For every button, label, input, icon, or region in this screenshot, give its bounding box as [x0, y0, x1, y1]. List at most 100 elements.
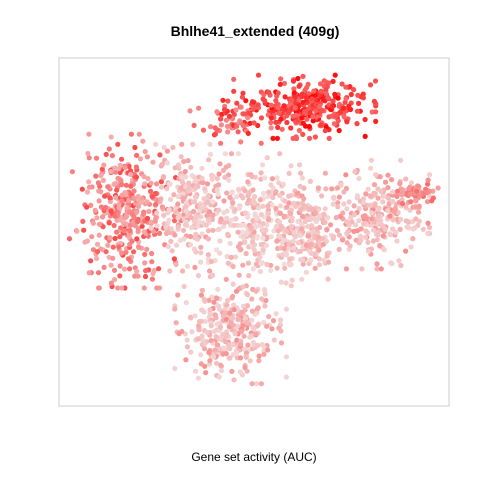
data-point [89, 234, 95, 240]
data-point [149, 194, 155, 200]
data-point [184, 263, 191, 269]
data-point [132, 223, 139, 229]
data-point [210, 354, 217, 360]
data-point [265, 207, 271, 213]
data-point [194, 236, 201, 242]
data-point [365, 239, 371, 245]
data-point [325, 215, 331, 221]
data-point [308, 207, 314, 213]
data-point [201, 346, 208, 352]
data-point [141, 173, 147, 180]
data-point [248, 225, 254, 231]
data-point [300, 99, 306, 105]
data-point [273, 98, 279, 104]
data-point [232, 331, 238, 337]
data-point [171, 192, 177, 198]
data-point [425, 220, 431, 226]
data-point [191, 122, 197, 128]
data-point [299, 175, 305, 181]
data-point [389, 177, 395, 183]
data-point [239, 328, 245, 335]
data-point [253, 224, 259, 230]
data-point [90, 220, 96, 226]
data-point [277, 203, 284, 209]
data-point [356, 218, 362, 224]
data-point [134, 152, 140, 158]
data-point [237, 241, 243, 247]
data-point [110, 244, 116, 250]
data-point [315, 185, 321, 191]
data-point [373, 109, 379, 115]
data-point [360, 200, 367, 206]
data-point [282, 198, 288, 204]
data-point [341, 114, 347, 120]
data-point [329, 104, 335, 110]
data-point [278, 340, 285, 346]
data-point [217, 324, 224, 330]
data-point [236, 272, 242, 278]
data-point [268, 115, 274, 121]
data-point [225, 98, 231, 104]
data-point [249, 239, 256, 245]
data-point [408, 244, 414, 250]
data-point [86, 184, 92, 190]
data-point [299, 221, 305, 228]
data-point [112, 213, 118, 219]
data-point [154, 210, 160, 216]
data-point [111, 222, 117, 229]
data-point [214, 247, 220, 253]
data-point [288, 211, 294, 217]
data-point [410, 226, 416, 232]
data-point [230, 281, 236, 287]
data-point [118, 225, 124, 231]
data-point [362, 213, 368, 219]
data-point [221, 220, 228, 226]
data-point [242, 210, 249, 216]
data-point [139, 223, 145, 229]
data-point [371, 182, 378, 188]
data-point [268, 234, 274, 240]
data-point [184, 337, 190, 343]
data-point [371, 190, 377, 196]
data-point [341, 201, 347, 207]
data-point [86, 155, 92, 161]
data-point [206, 297, 212, 303]
data-point [126, 163, 132, 169]
data-point [230, 263, 236, 270]
data-point [207, 151, 214, 157]
data-point [290, 200, 297, 206]
data-point [121, 228, 127, 234]
data-point [289, 217, 295, 224]
data-point [331, 121, 337, 127]
data-point [86, 179, 92, 185]
data-point [225, 297, 231, 304]
data-point [262, 175, 268, 181]
data-point [115, 141, 121, 147]
data-point [200, 127, 207, 133]
data-point [154, 223, 160, 229]
data-point [279, 252, 286, 258]
data-point [205, 217, 211, 223]
data-point [119, 156, 125, 162]
data-point [211, 328, 217, 334]
data-point [316, 234, 322, 240]
data-point [172, 218, 178, 224]
data-point [300, 120, 306, 126]
data-point [341, 189, 347, 195]
data-point [381, 247, 387, 253]
data-point [135, 203, 142, 209]
data-point [142, 273, 149, 280]
data-point [358, 237, 364, 244]
data-point [369, 210, 375, 216]
data-point [264, 323, 270, 329]
data-point [399, 192, 405, 198]
data-point [86, 131, 92, 137]
data-point [117, 234, 123, 240]
data-point [183, 357, 189, 363]
data-point [310, 114, 316, 120]
data-point [199, 287, 205, 293]
data-point [370, 227, 377, 233]
data-point [178, 174, 184, 180]
data-point [265, 347, 271, 353]
data-point [398, 216, 404, 222]
